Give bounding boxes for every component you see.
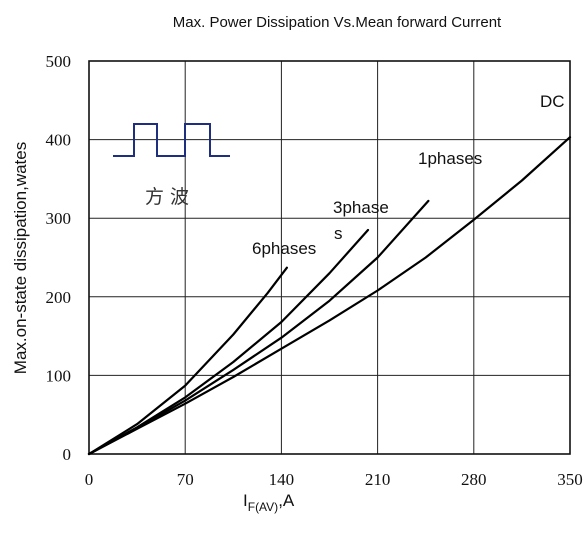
series-label-1phases: 1phases bbox=[418, 149, 482, 168]
y-tick-label: 300 bbox=[46, 209, 72, 228]
x-tick-label: 0 bbox=[85, 470, 94, 489]
x-tick-labels: 0 70 140 210 280 350 bbox=[85, 470, 583, 489]
series-label-3phase-s: s bbox=[334, 224, 343, 243]
x-tick-label: 140 bbox=[269, 470, 295, 489]
x-axis-label-main: I bbox=[243, 491, 248, 510]
y-tick-label: 400 bbox=[46, 131, 72, 150]
series-label-3phase: 3phase bbox=[333, 198, 389, 217]
series-line-3phase-s bbox=[87, 228, 370, 456]
inset-caption: 方 波 bbox=[145, 186, 189, 208]
series-label-6phases: 6phases bbox=[252, 239, 316, 258]
series-label-dc: DC bbox=[540, 92, 565, 111]
x-tick-label: 280 bbox=[461, 470, 487, 489]
y-axis-label: Max.on-state dissipation,wates bbox=[11, 142, 30, 374]
y-tick-labels: 0 100 200 300 400 500 bbox=[46, 52, 72, 464]
y-tick-label: 0 bbox=[63, 445, 72, 464]
chart-title: Max. Power Dissipation Vs.Mean forward C… bbox=[173, 14, 502, 31]
x-axis-label: IF(AV),A bbox=[243, 491, 295, 514]
y-tick-label: 200 bbox=[46, 288, 72, 307]
x-axis-label-sub: F(AV) bbox=[248, 500, 278, 514]
x-tick-label: 350 bbox=[557, 470, 583, 489]
plot-frame bbox=[88, 60, 571, 455]
inset-waveform: 方 波 bbox=[113, 123, 230, 208]
x-axis-label-tail: ,A bbox=[278, 491, 295, 510]
x-tick-label: 70 bbox=[177, 470, 194, 489]
series-line-dc bbox=[87, 136, 572, 456]
y-tick-label: 500 bbox=[46, 52, 72, 71]
square-wave-icon bbox=[113, 123, 230, 157]
series-line-6phases bbox=[87, 266, 288, 456]
x-tick-label: 210 bbox=[365, 470, 391, 489]
series-curves bbox=[87, 136, 572, 456]
grid bbox=[89, 61, 570, 454]
y-tick-label: 100 bbox=[46, 366, 72, 385]
